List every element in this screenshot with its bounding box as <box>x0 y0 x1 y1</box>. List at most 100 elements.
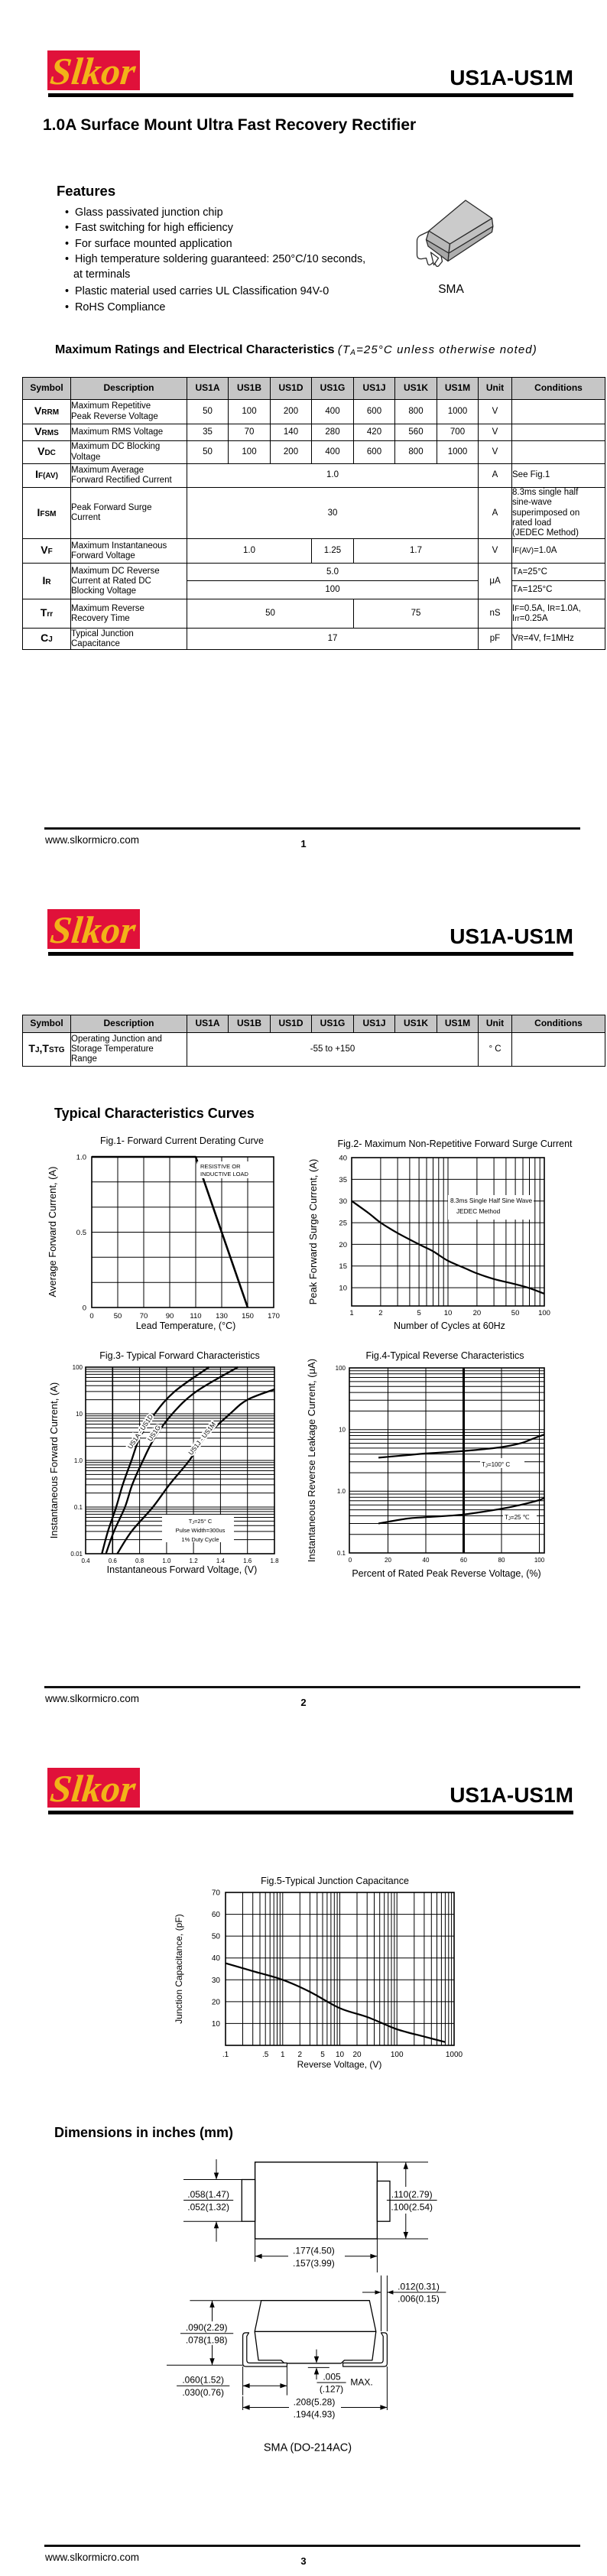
svg-text:Junction Capacitance, (pF): Junction Capacitance, (pF) <box>174 1914 184 2023</box>
svg-text:Lead Temperature, (°C): Lead Temperature, (°C) <box>136 1320 236 1331</box>
svg-text:Instantaneous Forward Current,: Instantaneous Forward Current, (A) <box>48 1382 60 1538</box>
svg-text:100: 100 <box>534 1557 545 1564</box>
svg-text:1: 1 <box>349 1309 353 1317</box>
svg-text:10: 10 <box>339 1285 347 1293</box>
svg-text:130: 130 <box>216 1312 228 1320</box>
svg-text:40: 40 <box>212 1954 221 1963</box>
svg-text:60: 60 <box>212 1911 221 1919</box>
svg-text:Percent of Rated Peak Reverse: Percent of Rated Peak Reverse Voltage, (… <box>352 1568 540 1579</box>
svg-text:10: 10 <box>76 1411 83 1418</box>
svg-text:20: 20 <box>212 1998 221 2006</box>
svg-text:Pulse Width=300us: Pulse Width=300us <box>176 1527 226 1534</box>
svg-text:10: 10 <box>339 1427 346 1434</box>
svg-text:110: 110 <box>190 1312 201 1320</box>
svg-text:.060(1.52): .060(1.52) <box>182 2375 224 2386</box>
svg-text:5: 5 <box>417 1309 420 1317</box>
svg-text:40: 40 <box>339 1155 347 1163</box>
svg-text:100: 100 <box>73 1364 83 1371</box>
svg-text:0.4: 0.4 <box>81 1558 90 1564</box>
svg-text:Average Forward Current, (A): Average Forward Current, (A) <box>47 1167 58 1298</box>
svg-text:1.2: 1.2 <box>190 1558 199 1564</box>
svg-text:0.8: 0.8 <box>135 1558 144 1564</box>
svg-text:70: 70 <box>140 1312 148 1320</box>
svg-text:.1: .1 <box>222 2051 229 2059</box>
svg-text:JEDEC Method: JEDEC Method <box>456 1207 501 1215</box>
svg-text:50: 50 <box>114 1312 122 1320</box>
svg-text:Reverse Voltage, (V): Reverse Voltage, (V) <box>297 2059 382 2070</box>
svg-text:10: 10 <box>336 2051 345 2059</box>
svg-text:TJ=25 ℃: TJ=25 ℃ <box>505 1514 530 1522</box>
svg-text:0.1: 0.1 <box>337 1550 346 1557</box>
svg-text:.052(1.32): .052(1.32) <box>187 2202 229 2213</box>
svg-text:80: 80 <box>498 1557 505 1564</box>
svg-text:.005: .005 <box>323 2372 341 2383</box>
svg-text:0: 0 <box>349 1557 352 1564</box>
svg-text:40: 40 <box>423 1557 430 1564</box>
svg-text:0: 0 <box>89 1312 93 1320</box>
svg-text:Fig.3- Typical Forward Charact: Fig.3- Typical Forward Characteristics <box>99 1350 260 1361</box>
svg-text:.100(2.54): .100(2.54) <box>391 2202 433 2213</box>
svg-text:.194(4.93): .194(4.93) <box>294 2409 336 2420</box>
svg-text:TJ=25° C: TJ=25° C <box>189 1518 213 1525</box>
svg-text:1.8: 1.8 <box>270 1558 279 1564</box>
svg-text:5: 5 <box>320 2051 325 2059</box>
svg-text:Fig.4-Typical Reverse Characte: Fig.4-Typical Reverse Characteristics <box>365 1350 524 1361</box>
svg-text:1.0: 1.0 <box>74 1457 83 1464</box>
svg-text:0.6: 0.6 <box>109 1558 118 1564</box>
svg-text:30: 30 <box>212 1977 221 1985</box>
svg-text:50: 50 <box>212 1933 221 1941</box>
svg-text:.012(0.31): .012(0.31) <box>398 2282 440 2292</box>
svg-text:.090(2.29): .090(2.29) <box>186 2322 228 2333</box>
svg-text:Peak Forward Surge Current, (A: Peak Forward Surge Current, (A) <box>307 1159 319 1305</box>
svg-text:150: 150 <box>242 1312 254 1320</box>
svg-text:Fig.5-Typical Junction Capacit: Fig.5-Typical Junction Capacitance <box>261 1876 409 1886</box>
svg-text:INDUCTIVE LOAD: INDUCTIVE LOAD <box>200 1171 249 1178</box>
svg-text:.208(5.28): .208(5.28) <box>294 2397 336 2408</box>
svg-text:15: 15 <box>339 1262 347 1271</box>
svg-text:Fig.2- Maximum Non-Repetitive: Fig.2- Maximum Non-Repetitive Forward Su… <box>337 1139 573 1149</box>
svg-text:.078(1.98): .078(1.98) <box>186 2335 228 2346</box>
svg-text:100: 100 <box>391 2051 404 2059</box>
svg-text:20: 20 <box>385 1557 391 1564</box>
svg-text:(.127): (.127) <box>320 2384 343 2395</box>
svg-text:1000: 1000 <box>446 2051 463 2059</box>
svg-text:.110(2.79): .110(2.79) <box>391 2189 433 2200</box>
svg-text:Instantaneous Forward Voltage,: Instantaneous Forward Voltage, (V) <box>107 1564 258 1575</box>
svg-text:.006(0.15): .006(0.15) <box>398 2294 440 2305</box>
svg-text:Fig.1- Forward Current Deratin: Fig.1- Forward Current Derating Curve <box>100 1135 264 1146</box>
svg-text:2: 2 <box>298 2051 303 2059</box>
svg-text:20: 20 <box>473 1309 482 1317</box>
svg-text:1% Duty Cycle: 1% Duty Cycle <box>181 1536 219 1543</box>
svg-text:0.1: 0.1 <box>74 1504 83 1511</box>
svg-text:25: 25 <box>339 1220 347 1228</box>
svg-text:1: 1 <box>281 2051 285 2059</box>
svg-text:60: 60 <box>460 1557 467 1564</box>
svg-text:1.4: 1.4 <box>216 1558 226 1564</box>
svg-text:1.0: 1.0 <box>76 1154 86 1162</box>
svg-text:0.01: 0.01 <box>70 1551 83 1558</box>
svg-text:1.0: 1.0 <box>162 1558 171 1564</box>
svg-text:10: 10 <box>212 2020 221 2029</box>
svg-text:170: 170 <box>268 1312 280 1320</box>
svg-text:90: 90 <box>166 1312 174 1320</box>
svg-text:0: 0 <box>83 1304 86 1313</box>
svg-text:35: 35 <box>339 1176 347 1184</box>
svg-text:US1G: US1G <box>146 1424 162 1443</box>
svg-text:2: 2 <box>378 1309 382 1317</box>
svg-text:.177(4.50): .177(4.50) <box>293 2246 335 2256</box>
svg-text:20: 20 <box>352 2051 362 2059</box>
svg-text:100: 100 <box>538 1309 550 1317</box>
svg-text:8.3ms Single Half Sine Wave: 8.3ms Single Half Sine Wave <box>450 1197 533 1204</box>
svg-text:TJ=100° C: TJ=100° C <box>482 1461 510 1469</box>
svg-text:100: 100 <box>336 1365 346 1372</box>
svg-text:RESISTIVE OR: RESISTIVE OR <box>200 1163 241 1170</box>
svg-text:1.0: 1.0 <box>337 1488 346 1495</box>
svg-text:Number of Cycles at 60Hz: Number of Cycles at 60Hz <box>394 1320 505 1331</box>
svg-text:0.5: 0.5 <box>76 1229 86 1237</box>
svg-text:MAX.: MAX. <box>350 2377 372 2388</box>
svg-text:SMA: SMA <box>438 283 464 296</box>
svg-text:50: 50 <box>511 1309 520 1317</box>
svg-text:Instantaneous Reverse Leakage: Instantaneous Reverse Leakage Current, (… <box>306 1359 317 1562</box>
svg-text:20: 20 <box>339 1241 347 1249</box>
svg-text:1.6: 1.6 <box>243 1558 252 1564</box>
